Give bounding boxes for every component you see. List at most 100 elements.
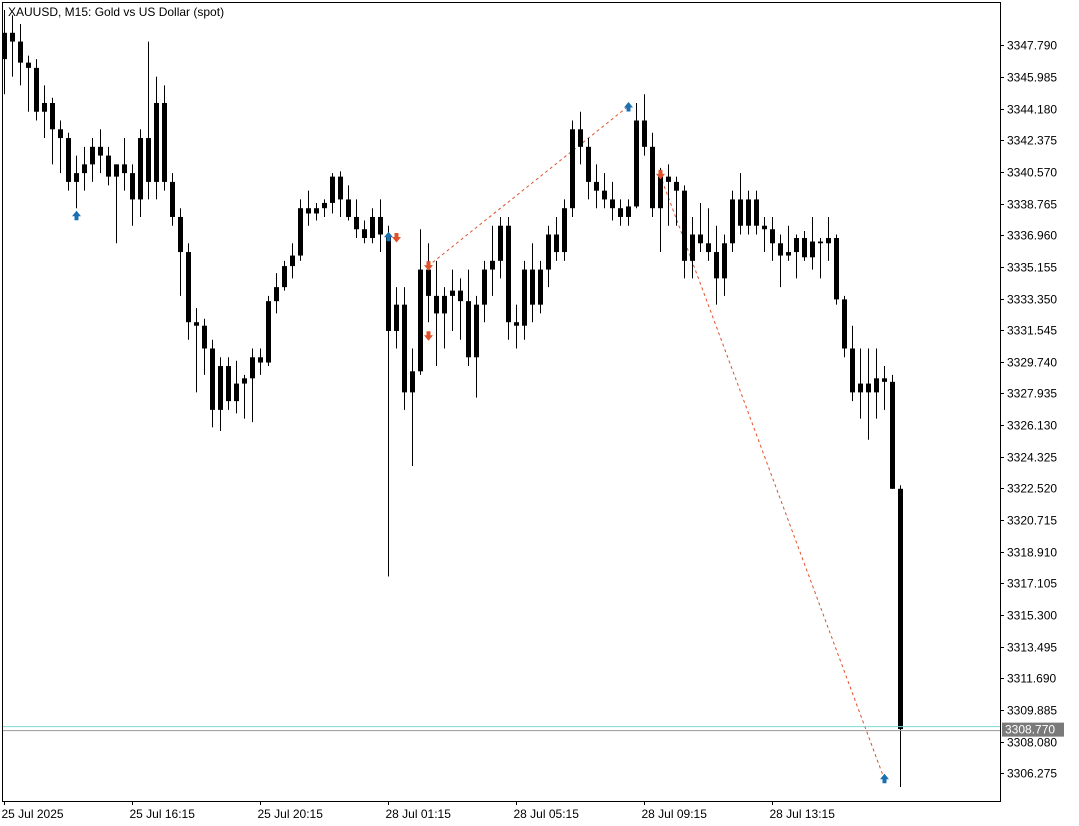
y-tick-label: 3331.545 — [1007, 324, 1057, 338]
candle-body — [602, 190, 607, 200]
candle — [122, 138, 127, 191]
candle-body — [498, 225, 503, 261]
candle-body — [898, 488, 903, 730]
candle — [514, 304, 519, 349]
candle — [314, 202, 319, 221]
trade-line — [427, 106, 629, 267]
candle — [818, 238, 823, 279]
y-tick-label: 3335.155 — [1007, 261, 1057, 275]
candle — [66, 132, 71, 191]
x-tick-label: 28 Jul 09:15 — [642, 807, 708, 821]
y-tick-label: 3322.520 — [1007, 482, 1057, 496]
candle — [898, 485, 903, 787]
candle-body — [546, 234, 551, 270]
candle-body — [210, 348, 215, 410]
candle-body — [642, 120, 647, 147]
y-tick-label: 3309.885 — [1007, 704, 1057, 718]
candle — [610, 181, 615, 221]
candle-body — [482, 269, 487, 305]
candle — [266, 295, 271, 367]
sell-arrow-icon[interactable] — [656, 169, 665, 180]
candle — [762, 216, 767, 253]
candle — [274, 273, 279, 314]
candle-body — [522, 269, 527, 326]
candle — [162, 85, 167, 191]
candle-body — [218, 366, 223, 410]
chart-title: XAUUSD, M15: Gold vs US Dollar (spot) — [8, 5, 224, 19]
candle-body — [186, 252, 191, 323]
candle — [706, 208, 711, 261]
candle — [874, 348, 879, 419]
y-tick-label: 3345.985 — [1007, 71, 1057, 85]
y-tick-label: 3324.325 — [1007, 451, 1057, 465]
candle-body — [842, 299, 847, 349]
candle — [82, 146, 87, 191]
candle — [786, 225, 791, 261]
candle — [130, 164, 135, 226]
x-tick-label: 28 Jul 05:15 — [514, 807, 580, 821]
candle-body — [58, 129, 63, 139]
candle-body — [250, 357, 255, 379]
candle-body — [50, 102, 55, 130]
candle-body — [690, 234, 695, 261]
candle — [98, 129, 103, 174]
buy-arrow-icon[interactable] — [384, 231, 393, 242]
sell-arrow-icon[interactable] — [424, 331, 433, 341]
candle-body — [42, 102, 47, 112]
candle — [242, 374, 247, 419]
candle — [794, 234, 799, 279]
candle — [602, 173, 607, 209]
candle — [114, 164, 119, 244]
candle-body — [234, 383, 239, 402]
candle — [658, 167, 663, 253]
candle — [650, 132, 655, 217]
candle-body — [242, 378, 247, 384]
candle — [498, 216, 503, 279]
candle-body — [386, 234, 391, 331]
candle — [850, 325, 855, 402]
sell-arrow-icon[interactable] — [392, 233, 401, 243]
candle — [442, 287, 447, 349]
candle-body — [370, 216, 375, 239]
candle-body — [194, 322, 199, 326]
candle — [858, 348, 863, 419]
candle — [586, 138, 591, 200]
candle-body — [874, 378, 879, 393]
candle — [562, 199, 567, 261]
candle-body — [274, 287, 279, 302]
candle-body — [170, 181, 175, 217]
buy-arrow-icon[interactable] — [72, 210, 81, 221]
y-tick-label: 3344.180 — [1007, 103, 1057, 117]
candle-body — [434, 295, 439, 314]
candle-body — [770, 229, 775, 244]
sell-arrow-icon[interactable] — [424, 261, 433, 271]
y-tick-label: 3315.300 — [1007, 609, 1057, 623]
candle-body — [394, 304, 399, 331]
buy-arrow-icon[interactable] — [624, 101, 633, 112]
y-tick-label: 3338.765 — [1007, 198, 1057, 212]
candle-body — [330, 176, 335, 203]
trade-line — [659, 174, 885, 779]
candle-body — [626, 206, 631, 217]
candle — [258, 348, 263, 375]
candle-body — [610, 199, 615, 209]
buy-arrow-icon[interactable] — [880, 773, 889, 784]
x-tick-label: 25 Jul 20:15 — [258, 807, 324, 821]
candle-body — [538, 269, 543, 305]
candle — [202, 318, 207, 375]
y-tick-label: 3317.105 — [1007, 577, 1057, 591]
current-price-tag — [1002, 722, 1064, 737]
candle — [282, 260, 287, 291]
y-tick-label: 3311.690 — [1007, 672, 1056, 686]
candle — [74, 155, 79, 209]
candle-body — [674, 181, 679, 191]
candle-body — [290, 255, 295, 267]
candle-body — [834, 238, 839, 300]
candle-body — [418, 269, 423, 372]
candle — [298, 199, 303, 261]
candle-body — [2, 32, 7, 60]
candle-body — [410, 371, 415, 393]
y-tick-label: 3320.715 — [1007, 514, 1057, 528]
